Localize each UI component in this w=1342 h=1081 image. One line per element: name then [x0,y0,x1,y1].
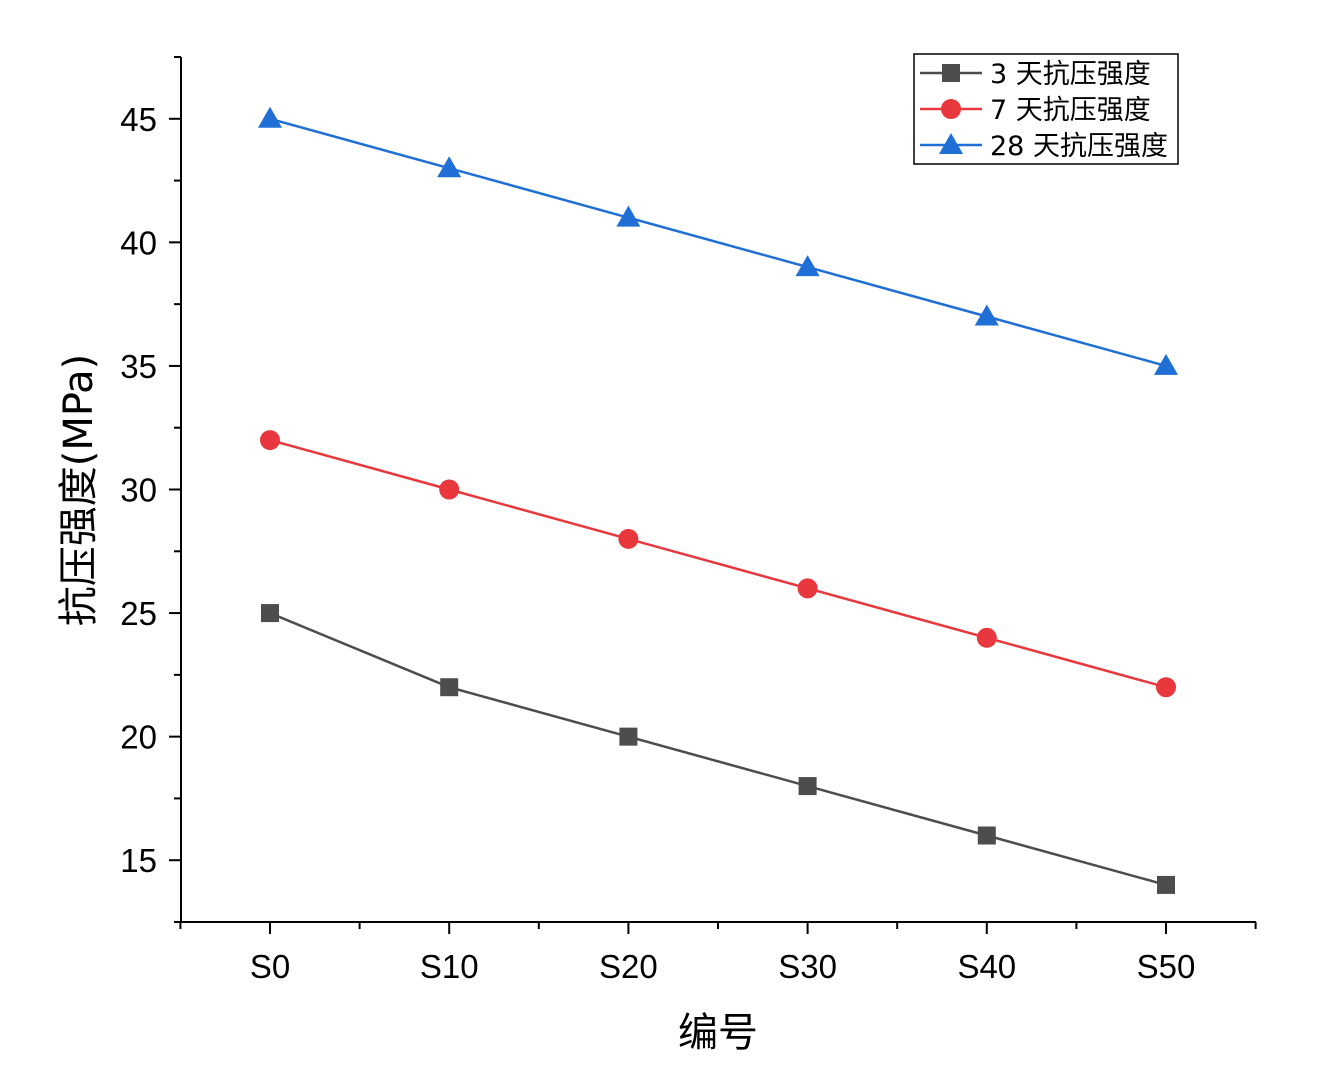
x-tick-label: S10 [420,948,479,985]
data-point [1157,875,1175,894]
y-tick-label: 15 [120,842,157,879]
data-point [977,826,996,845]
y-tick-label: 20 [120,719,157,756]
y-tick-label: 45 [120,101,157,138]
y-tick-label: 40 [120,224,157,261]
data-point [616,205,641,227]
legend-label: 3 天抗压强度 [990,59,1151,90]
legend: 3 天抗压强度 7 天抗压强度 28 天抗压强度 [913,53,1179,165]
x-tick-label: S40 [957,948,1016,985]
y-axis-title: 抗压强度(MPa) [56,354,102,627]
data-point [618,528,639,549]
data-point [619,727,638,746]
data-point [798,777,817,796]
data-point [974,304,999,326]
series-2 [260,430,1176,698]
series-group [258,106,1178,894]
y-tick-label: 35 [120,348,157,385]
series-line [269,611,1167,887]
x-tick-label: S50 [1137,948,1196,985]
data-point [976,627,997,648]
x-axis-title: 编号 [678,1010,758,1056]
data-point [258,106,282,128]
legend-marker [941,99,961,119]
data-point [795,255,820,277]
x-axis-ticks: S0 S10 S20 S30 S40 S50 [179,922,1257,985]
series-3 [258,106,1178,375]
data-point [1156,677,1176,698]
data-point [260,430,280,451]
series-line [269,117,1167,368]
y-tick-label: 25 [120,595,157,632]
data-point [440,678,459,697]
x-tick-label: S30 [778,948,837,985]
axes [180,57,1256,923]
data-point [439,479,460,500]
series-line [269,438,1167,689]
legend-marker [942,64,960,82]
x-tick-label: S0 [250,948,290,985]
y-tick-label: 30 [120,472,157,509]
data-point [261,604,279,623]
legend-marker [939,133,963,154]
data-point [437,156,462,178]
series-1 [261,604,1175,894]
data-point [1154,353,1178,375]
y-axis-ticks: 15 20 25 30 35 40 45 [120,56,181,923]
legend-label: 28 天抗压强度 [990,131,1168,162]
data-point [797,578,818,599]
x-tick-label: S20 [599,948,658,985]
legend-label: 7 天抗压强度 [990,95,1151,126]
